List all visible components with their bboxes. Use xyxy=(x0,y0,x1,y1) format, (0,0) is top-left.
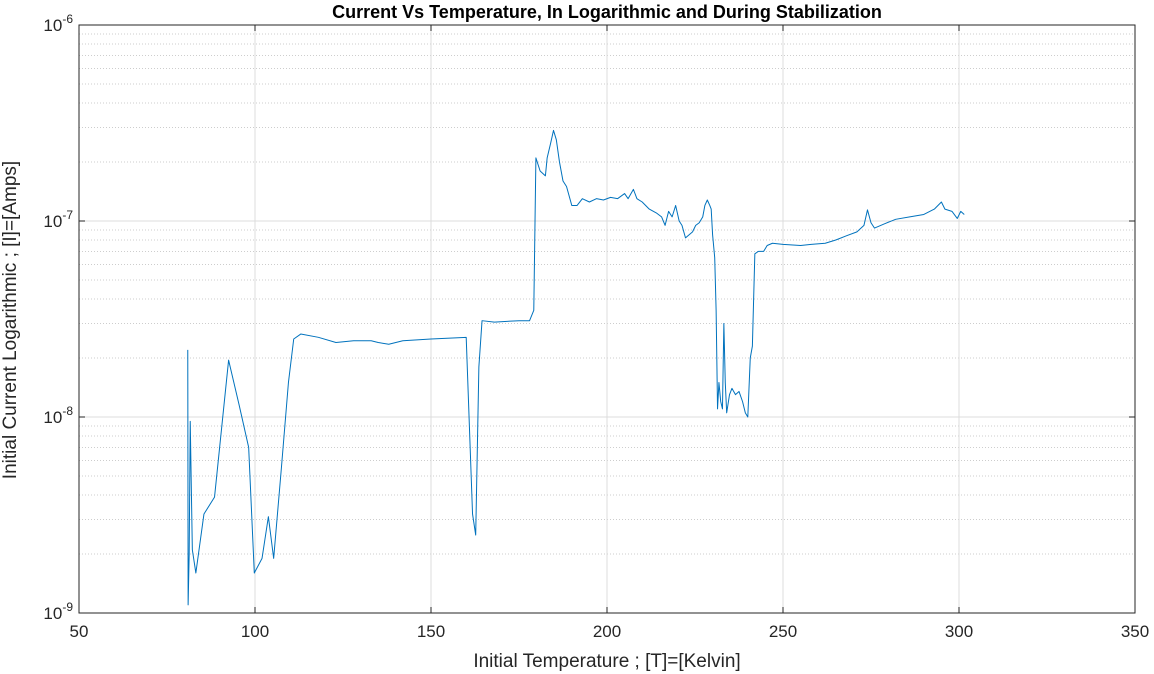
y-tick-label: 10-8 xyxy=(43,404,73,427)
x-tick-label: 50 xyxy=(70,622,89,641)
y-tick-label: 10-6 xyxy=(43,12,73,35)
y-tick-label: 10-9 xyxy=(43,600,73,623)
x-tick-label: 150 xyxy=(417,622,445,641)
x-axis-label: Initial Temperature ; [T]=[Kelvin] xyxy=(473,651,740,672)
y-tick-label: 10-7 xyxy=(43,208,73,231)
y-axis: 10-9 10-8 10-7 10-6 xyxy=(43,12,1135,623)
x-axis: 50 100 150 200 250 300 350 xyxy=(70,25,1149,641)
series-group xyxy=(187,129,965,606)
y-axis-label: Initial Current Logarithmic ; [I]=[Amps] xyxy=(0,161,21,479)
x-tick-label: 250 xyxy=(769,622,797,641)
x-tick-label: 300 xyxy=(945,622,973,641)
x-tick-label: 100 xyxy=(241,622,269,641)
series-line-current xyxy=(187,129,965,606)
x-tick-label: 350 xyxy=(1121,622,1149,641)
x-tick-label: 200 xyxy=(593,622,621,641)
chart-title: Current Vs Temperature, In Logarithmic a… xyxy=(332,2,882,22)
